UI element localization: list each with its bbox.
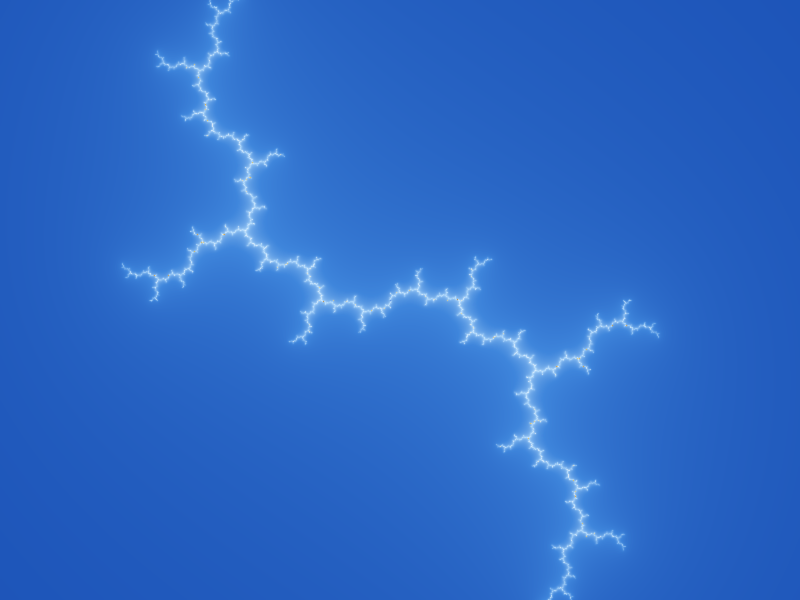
julia-set-fractal-image [0, 0, 800, 600]
fractal-image-viewport [0, 0, 800, 600]
